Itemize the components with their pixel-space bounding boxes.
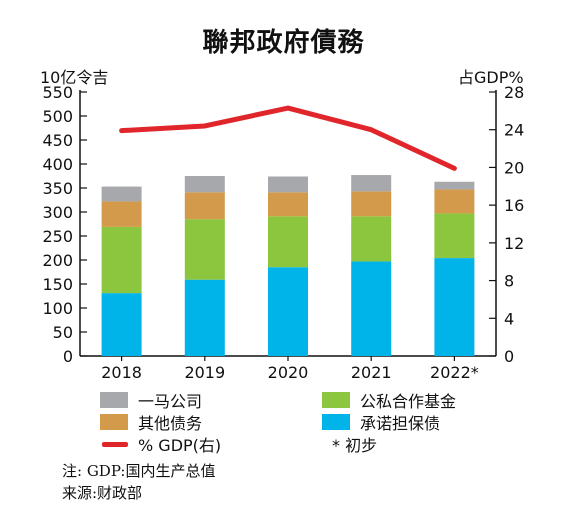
bar-segment-guaranteed [184,279,225,356]
footnote-source: 来源:财政部 [62,484,143,502]
legend-label-ppp: 公私合作基金 [360,392,457,411]
legend-label-yimalink: 一马公司 [138,392,203,411]
right-tick-label: 20 [504,158,524,177]
x-tick-label: 2020 [268,363,309,382]
left-axis-unit: 10亿令吉 [40,68,109,87]
left-tick-label: 450 [42,131,73,150]
right-tick-label: 8 [504,272,514,291]
x-tick-label: 2019 [184,363,225,382]
legend-item-other: 其他债务 [100,410,202,434]
bar-segment-other [268,192,308,217]
legend-swatch-ppp [322,392,350,408]
bar-segment-guaranteed [268,267,308,356]
right-tick-label: 12 [504,234,524,253]
right-axis-unit: 占GDP% [458,68,524,87]
bar-segment-guaranteed [101,293,142,356]
legend-item-gdp: % GDP(右) [102,432,221,456]
left-tick-label: 50 [53,323,73,342]
bar-segment-guaranteed [434,258,475,356]
right-tick-label: 28 [504,83,524,102]
x-tick-label: 2018 [101,363,142,382]
left-tick-label: 0 [63,347,73,366]
legend-swatch-other [100,414,128,430]
left-tick-label: 300 [42,203,73,222]
bar-segment-other [184,192,225,220]
footnote-gdp: 注: GDP:国内生产总值 [62,462,216,480]
legend-item-yimalink: 一马公司 [100,388,202,412]
legend-label-gdp: % GDP(右) [138,436,222,455]
left-tick-label: 100 [42,299,73,318]
right-tick-label: 4 [504,309,514,328]
bar-segment-yimalink [101,186,142,202]
bar-segment-other [434,189,475,214]
right-tick-label: 16 [504,196,524,215]
left-tick-label: 550 [42,83,73,102]
bar-segment-yimalink [434,181,475,190]
legend-label-guaranteed: 承诺担保债 [360,414,441,433]
bar-segment-ppp [101,226,142,294]
left-tick-label: 350 [42,179,73,198]
bar-segment-guaranteed [351,261,392,356]
legend-label-prelim: * 初步 [332,436,378,455]
legend-swatch-guaranteed [322,414,350,430]
bar-segment-ppp [268,216,308,268]
right-tick-label: 0 [504,347,514,366]
bar-segment-ppp [434,213,475,259]
bar-segment-other [351,191,392,217]
legend-item-ppp: 公私合作基金 [322,388,456,412]
bar-segment-ppp [184,219,225,280]
bar-segment-other [101,201,142,227]
legend-label-other: 其他债务 [138,414,203,433]
bar-segment-yimalink [351,175,392,192]
x-tick-label: 2022* [430,363,479,382]
left-tick-label: 250 [42,227,73,246]
bar-segment-yimalink [268,176,308,193]
gdp-percent-line [119,105,457,171]
bar-segment-yimalink [184,176,225,193]
bar-segment-ppp [351,216,392,262]
left-tick-label: 200 [42,251,73,270]
legend-item-guaranteed: 承诺担保债 [322,410,440,434]
chart-title: 聯邦政府債務 [202,28,365,58]
left-tick-label: 400 [42,155,73,174]
legend-item-prelim: * 初步 [332,432,377,456]
left-tick-label: 150 [42,275,73,294]
legend-swatch-gdp [102,441,128,447]
right-tick-label: 24 [504,121,524,140]
left-tick-label: 500 [42,107,73,126]
x-tick-label: 2021 [351,363,392,382]
legend-swatch-yimalink [100,392,128,408]
